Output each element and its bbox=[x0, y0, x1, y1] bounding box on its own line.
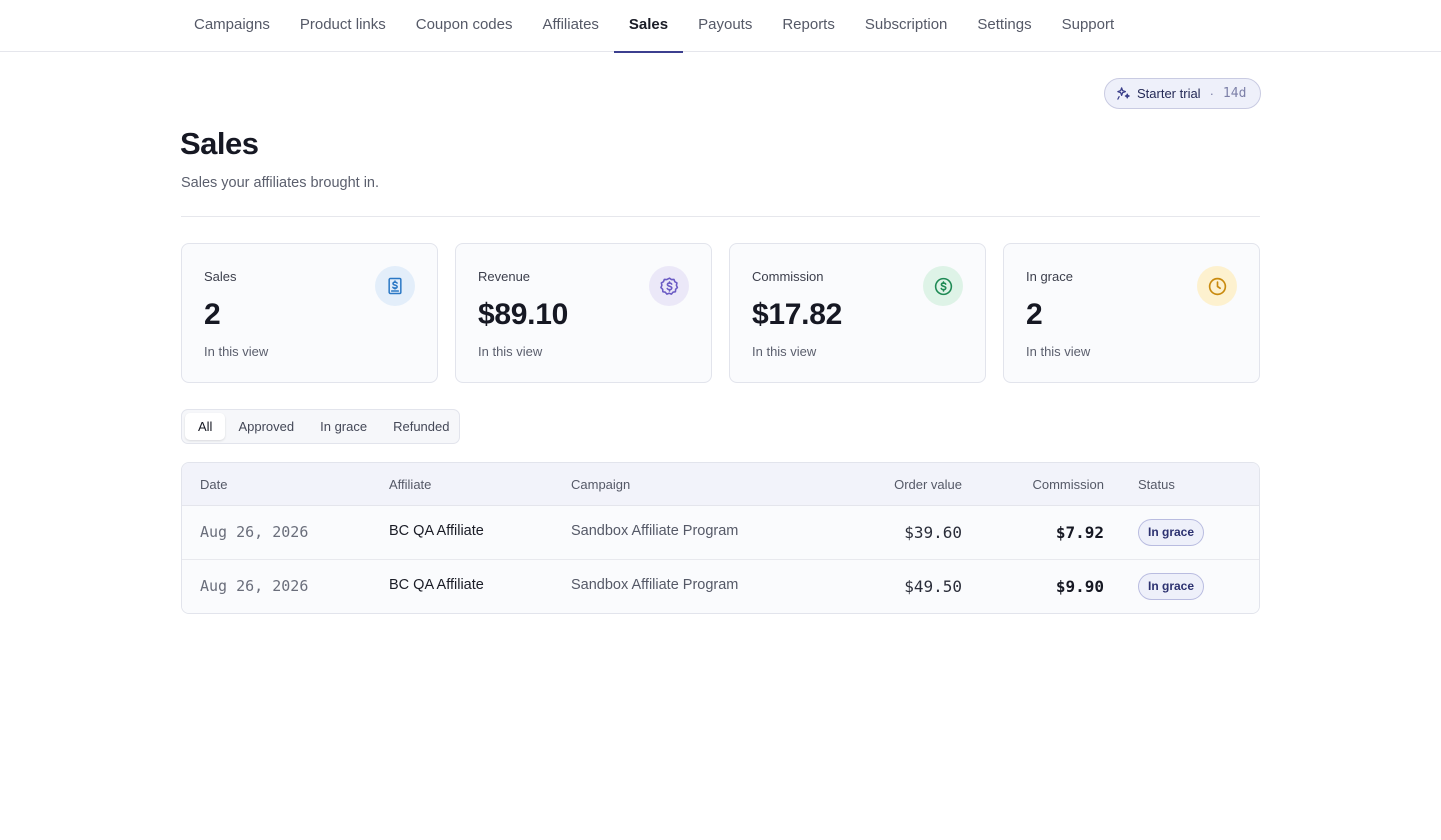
cell-affiliate[interactable]: BC QA Affiliate bbox=[389, 577, 484, 593]
stat-label: Sales bbox=[204, 269, 237, 284]
filter-in-grace[interactable]: In grace bbox=[307, 413, 380, 440]
tab-subscription[interactable]: Subscription bbox=[850, 0, 963, 52]
stat-note: In this view bbox=[752, 344, 816, 359]
tab-payouts[interactable]: Payouts bbox=[683, 0, 767, 52]
cell-date: Aug 26, 2026 bbox=[200, 577, 308, 595]
cell-campaign: Sandbox Affiliate Program bbox=[571, 577, 738, 593]
column-header-status[interactable]: Status bbox=[1138, 477, 1175, 492]
stat-card-commission: Commission $17.82 In this view bbox=[729, 243, 986, 383]
stat-card-sales: Sales 2 In this view bbox=[181, 243, 438, 383]
trial-separator: · bbox=[1210, 86, 1214, 101]
cell-date: Aug 26, 2026 bbox=[200, 523, 308, 541]
tab-sales[interactable]: Sales bbox=[614, 0, 683, 52]
cell-campaign: Sandbox Affiliate Program bbox=[571, 523, 738, 539]
tab-support[interactable]: Support bbox=[1047, 0, 1130, 52]
stat-note: In this view bbox=[478, 344, 542, 359]
tab-campaigns[interactable]: Campaigns bbox=[179, 0, 285, 52]
table-row[interactable]: Aug 26, 2026 BC QA Affiliate Sandbox Aff… bbox=[182, 506, 1259, 560]
stat-value: 2 bbox=[1026, 298, 1042, 332]
receipt-dollar-icon bbox=[375, 266, 415, 306]
cell-affiliate[interactable]: BC QA Affiliate bbox=[389, 523, 484, 539]
table-row[interactable]: Aug 26, 2026 BC QA Affiliate Sandbox Aff… bbox=[182, 560, 1259, 614]
column-header-campaign[interactable]: Campaign bbox=[571, 477, 630, 492]
stat-value: $17.82 bbox=[752, 298, 842, 332]
column-header-date[interactable]: Date bbox=[200, 477, 227, 492]
dollar-badge-icon bbox=[649, 266, 689, 306]
tab-reports[interactable]: Reports bbox=[767, 0, 850, 52]
column-header-order-value[interactable]: Order value bbox=[862, 477, 962, 492]
page-subtitle: Sales your affiliates brought in. bbox=[181, 175, 379, 191]
trial-badge[interactable]: Starter trial · 14d bbox=[1104, 78, 1261, 109]
stat-label: Commission bbox=[752, 269, 824, 284]
filter-approved[interactable]: Approved bbox=[225, 413, 307, 440]
trial-days: 14d bbox=[1223, 86, 1246, 101]
table-header: Date Affiliate Campaign Order value Comm… bbox=[182, 463, 1259, 506]
status-filter: All Approved In grace Refunded bbox=[181, 409, 460, 444]
column-header-affiliate[interactable]: Affiliate bbox=[389, 477, 431, 492]
cell-commission: $9.90 bbox=[984, 577, 1104, 596]
tab-product-links[interactable]: Product links bbox=[285, 0, 401, 52]
filter-refunded[interactable]: Refunded bbox=[380, 413, 462, 440]
cell-commission: $7.92 bbox=[984, 523, 1104, 542]
cell-order-value: $39.60 bbox=[842, 523, 962, 542]
sales-table: Date Affiliate Campaign Order value Comm… bbox=[181, 462, 1260, 614]
clock-icon bbox=[1197, 266, 1237, 306]
column-header-commission[interactable]: Commission bbox=[1004, 477, 1104, 492]
nav-tabs: Campaigns Product links Coupon codes Aff… bbox=[179, 0, 1129, 52]
divider bbox=[181, 216, 1260, 217]
sparkles-icon bbox=[1116, 86, 1131, 101]
stat-card-in-grace: In grace 2 In this view bbox=[1003, 243, 1260, 383]
trial-label: Starter trial bbox=[1137, 86, 1201, 101]
filter-all[interactable]: All bbox=[185, 413, 225, 440]
status-badge: In grace bbox=[1138, 519, 1204, 546]
tab-affiliates[interactable]: Affiliates bbox=[528, 0, 614, 52]
page-title: Sales bbox=[180, 126, 259, 162]
stat-label: In grace bbox=[1026, 269, 1073, 284]
stat-note: In this view bbox=[204, 344, 268, 359]
stat-value: 2 bbox=[204, 298, 220, 332]
stat-label: Revenue bbox=[478, 269, 530, 284]
tab-settings[interactable]: Settings bbox=[962, 0, 1046, 52]
stat-note: In this view bbox=[1026, 344, 1090, 359]
cell-order-value: $49.50 bbox=[842, 577, 962, 596]
dollar-circle-icon bbox=[923, 266, 963, 306]
stat-value: $89.10 bbox=[478, 298, 568, 332]
top-navigation: Campaigns Product links Coupon codes Aff… bbox=[0, 0, 1441, 52]
status-badge: In grace bbox=[1138, 573, 1204, 600]
stat-card-revenue: Revenue $89.10 In this view bbox=[455, 243, 712, 383]
tab-coupon-codes[interactable]: Coupon codes bbox=[401, 0, 528, 52]
